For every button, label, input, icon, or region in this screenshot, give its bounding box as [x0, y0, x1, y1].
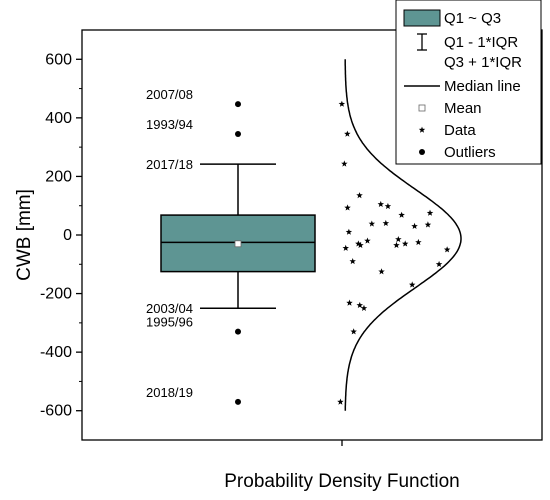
outlier-point	[235, 398, 241, 405]
data-point	[378, 268, 385, 275]
data-point	[356, 192, 363, 199]
data-point	[382, 219, 390, 226]
data-point	[418, 126, 426, 133]
legend-label: Outliers	[444, 144, 496, 161]
whisker-label: 2003/04	[146, 301, 193, 316]
legend-label: Q3 + 1*IQR	[444, 54, 522, 71]
y-tick-label: 400	[45, 110, 72, 127]
x-axis-title: Probability Density Function	[224, 471, 460, 492]
legend-symbol-box	[403, 9, 441, 27]
outlier-point	[235, 130, 241, 137]
outlier-point	[235, 101, 241, 108]
legend-label: Data	[444, 122, 476, 139]
legend-symbol-outlier	[419, 149, 425, 155]
data-point	[415, 238, 422, 246]
y-axis: -600 -400 -200 0 200 400 600	[40, 51, 82, 420]
data-point	[398, 211, 405, 218]
data-point	[368, 220, 376, 227]
whisker-label: 2017/18	[146, 157, 193, 172]
data-point	[411, 222, 418, 229]
data-point	[337, 398, 344, 405]
data-point	[356, 301, 363, 308]
data-point	[393, 241, 400, 248]
data-point	[342, 244, 349, 251]
plot-area: 2017/18 2003/04 2007/08 1993/94 1995/96 2018/…	[146, 59, 462, 411]
data-point	[395, 236, 402, 243]
mean-marker	[234, 240, 242, 248]
legend-label: Q1 ~ Q3	[444, 10, 501, 27]
data-point	[409, 281, 416, 288]
density-curve	[344, 59, 462, 411]
legend: Q1 ~ Q3 Q1 - 1*IQR Q3 + 1*IQR Median line Me…	[395, 0, 542, 165]
outlier-label: 1995/96	[146, 315, 193, 330]
outlier-label: 1993/94	[146, 117, 193, 132]
data-point	[338, 100, 346, 107]
data-point	[341, 160, 348, 167]
y-tick-label: -400	[40, 344, 72, 361]
data-point	[360, 304, 368, 311]
data-point	[364, 237, 371, 244]
data-point	[424, 221, 432, 228]
legend-frame	[395, 0, 542, 165]
y-tick-label: -600	[40, 403, 72, 420]
y-tick-label: 600	[45, 51, 72, 68]
data-point	[345, 228, 353, 235]
data-point	[443, 246, 451, 253]
legend-label: Mean	[444, 100, 482, 117]
data-point	[344, 204, 351, 211]
data-point	[402, 240, 409, 247]
legend-symbol-mean	[418, 104, 426, 112]
y-tick-label: 200	[45, 168, 72, 185]
legend-label: Q1 - 1*IQR	[444, 34, 518, 51]
legend-label: Median line	[444, 78, 521, 95]
data-point	[355, 240, 362, 247]
y-axis-title: CWB [mm]	[14, 189, 35, 281]
data-point	[349, 258, 356, 265]
outlier-point	[235, 328, 241, 335]
y-tick-label: 0	[63, 227, 72, 244]
data-point	[435, 260, 443, 267]
data-point	[357, 241, 364, 248]
outlier-label: 2018/19	[146, 385, 193, 400]
data-point	[377, 200, 384, 207]
data-point	[346, 299, 353, 306]
outlier-label: 2007/08	[146, 87, 193, 102]
data-point	[350, 328, 357, 335]
y-tick-label: -200	[40, 286, 72, 303]
data-point	[384, 202, 392, 210]
data-point	[344, 130, 351, 137]
data-point	[426, 209, 434, 216]
